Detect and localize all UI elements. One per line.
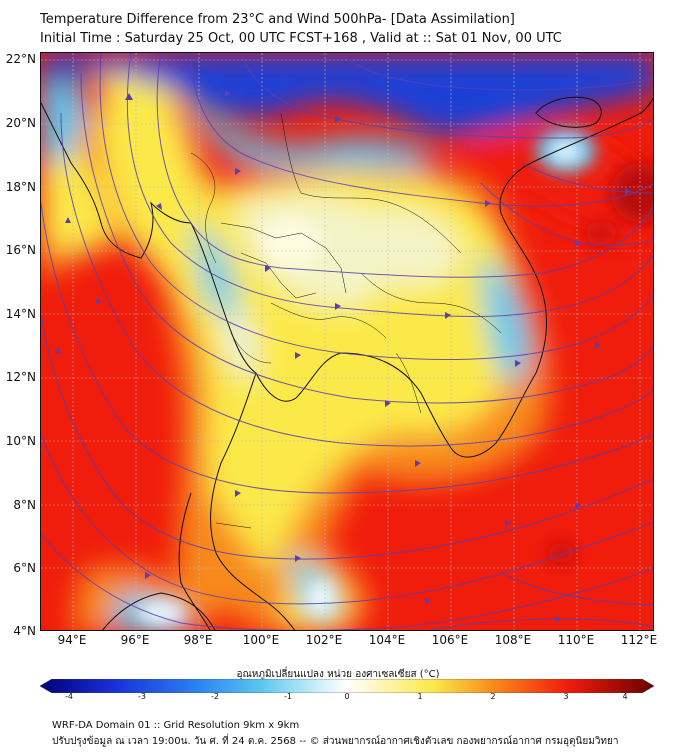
country-borders: [190, 112, 502, 529]
lat-label: 8°N: [13, 498, 36, 512]
lon-label: 104°E: [368, 633, 406, 647]
lat-label: 16°N: [5, 243, 36, 257]
colorbar-tick: 4: [622, 692, 628, 701]
colorbar: [40, 679, 654, 693]
colorbar-tick: -1: [284, 692, 292, 701]
lon-label: 96°E: [120, 633, 150, 647]
colorbar-tick: 0: [344, 692, 350, 701]
map-panel[interactable]: [40, 52, 654, 631]
lat-label: 12°N: [5, 370, 36, 384]
map-title: Temperature Difference from 23°C and Win…: [40, 12, 515, 27]
lon-label: 102°E: [305, 633, 343, 647]
streamline-arrows: [55, 90, 631, 623]
lat-label: 20°N: [5, 116, 36, 130]
lon-label: 100°E: [242, 633, 280, 647]
colorbar-tick: 2: [490, 692, 496, 701]
lat-label: 10°N: [5, 434, 36, 448]
lat-label: 4°N: [13, 624, 36, 638]
lat-label: 14°N: [5, 307, 36, 321]
lat-label: 18°N: [5, 180, 36, 194]
colorbar-tick: -4: [65, 692, 73, 701]
colorbar-tick: 3: [563, 692, 569, 701]
coastlines: [41, 96, 653, 630]
footer-domain-info: WRF-DA Domain 01 :: Grid Resolution 9km …: [52, 720, 300, 731]
colorbar-tick: -3: [138, 692, 146, 701]
map-subtitle: Initial Time : Saturday 25 Oct, 00 UTC F…: [40, 31, 562, 46]
lon-label: 106°E: [431, 633, 469, 647]
temperature-field: [41, 53, 653, 630]
temperature-shading: [41, 53, 653, 630]
lon-label: 98°E: [183, 633, 213, 647]
lon-label: 108°E: [494, 633, 532, 647]
temperature-cores: [137, 129, 653, 625]
lon-label: 94°E: [57, 633, 87, 647]
colorbar-tick: -2: [211, 692, 219, 701]
colorbar-tick: 1: [417, 692, 423, 701]
lat-label: 22°N: [5, 52, 36, 66]
lat-label: 6°N: [13, 561, 36, 575]
wind-streamlines: [41, 53, 653, 630]
colorbar-label: อุณหภูมิเปลี่ยนแปลง หน่วย องศาเซลเซียส (…: [236, 669, 440, 680]
lon-label: 110°E: [557, 633, 595, 647]
lon-label: 112°E: [620, 633, 658, 647]
grid-lines: [41, 53, 653, 630]
footer-credit: ปรับปรุงข้อมูล ณ เวลา 19:00น. วัน ศ. ที่…: [52, 736, 619, 747]
